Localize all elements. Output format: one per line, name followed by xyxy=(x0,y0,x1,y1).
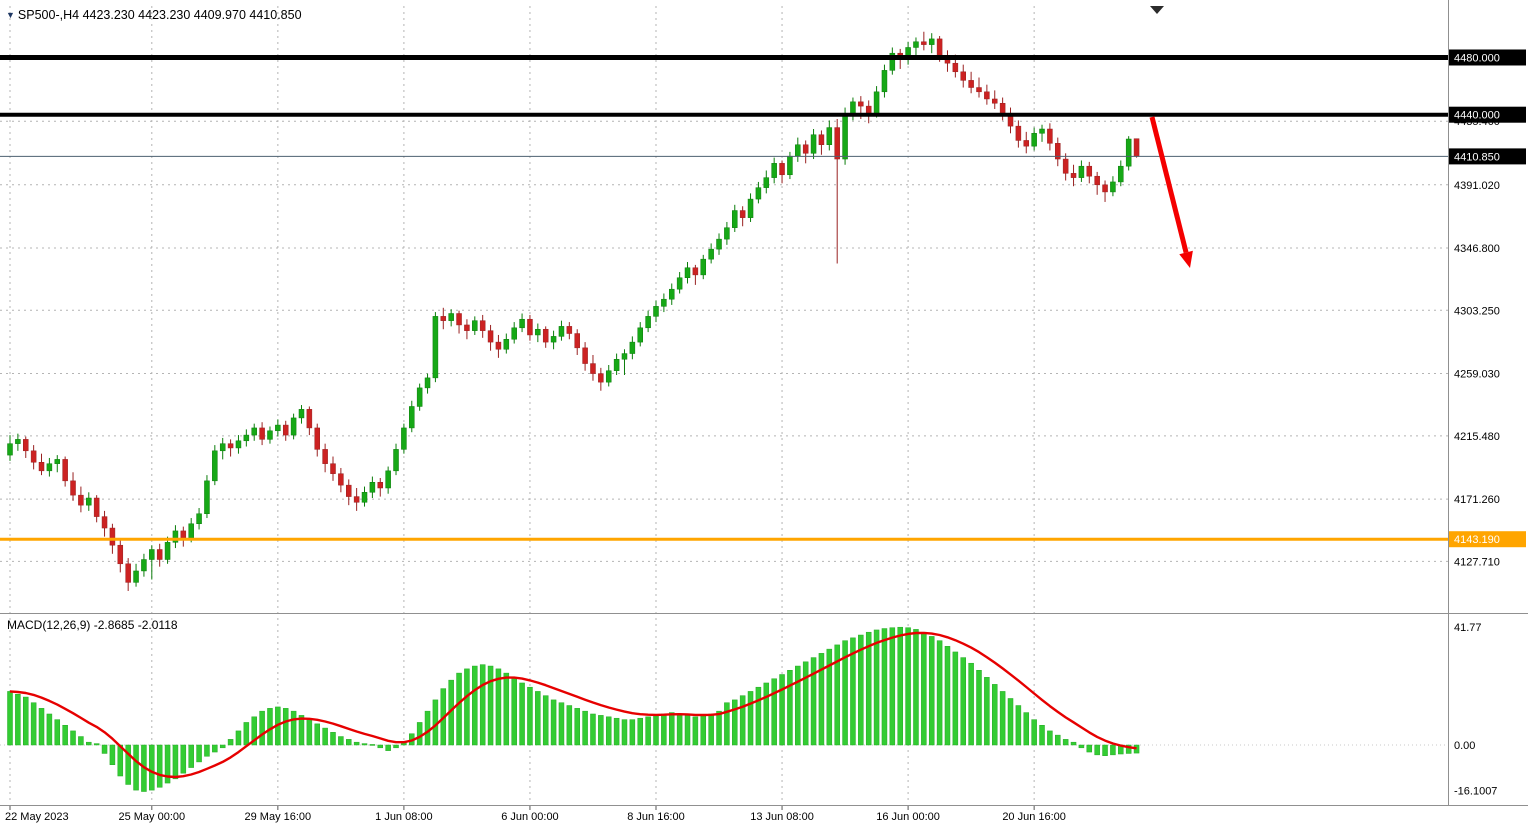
svg-text:13 Jun 08:00: 13 Jun 08:00 xyxy=(750,811,814,823)
svg-text:4127.710: 4127.710 xyxy=(1454,556,1500,568)
candles-layer xyxy=(7,31,1140,591)
price-scale-background[interactable] xyxy=(1448,0,1528,825)
horizontal-level-lines xyxy=(0,54,1448,541)
svg-text:4259.030: 4259.030 xyxy=(1454,369,1500,381)
macd-histogram xyxy=(7,626,1140,792)
svg-text:8 Jun 16:00: 8 Jun 16:00 xyxy=(627,811,685,823)
symbol-ohlc-header: ▼ SP500-,H4 4423.230 4423.230 4409.970 44… xyxy=(6,8,302,22)
down-arrow-annotation[interactable] xyxy=(1149,116,1193,268)
svg-text:4215.480: 4215.480 xyxy=(1454,431,1500,443)
svg-text:6 Jun 00:00: 6 Jun 00:00 xyxy=(501,811,559,823)
svg-text:4303.250: 4303.250 xyxy=(1454,305,1500,317)
symbol-timeframe: SP500-,H4 xyxy=(17,8,80,22)
macd-indicator-label: MACD(12,26,9) -2.8685 -2.0118 xyxy=(7,618,178,632)
svg-text:20 Jun 16:00: 20 Jun 16:00 xyxy=(1002,811,1066,823)
svg-text:29 May 16:00: 29 May 16:00 xyxy=(245,811,312,823)
macd-scale-labels: 41.77 0.00 -16.1007 xyxy=(1454,622,1497,797)
chart-shift-marker-icon[interactable] xyxy=(1150,6,1164,14)
svg-text:16 Jun 00:00: 16 Jun 00:00 xyxy=(876,811,940,823)
svg-text:25 May 00:00: 25 May 00:00 xyxy=(118,811,185,823)
svg-text:0.00: 0.00 xyxy=(1454,740,1475,752)
svg-text:4171.260: 4171.260 xyxy=(1454,494,1500,506)
svg-text:4410.850: 4410.850 xyxy=(1454,151,1500,163)
svg-text:1 Jun 08:00: 1 Jun 08:00 xyxy=(375,811,433,823)
svg-text:4346.800: 4346.800 xyxy=(1454,243,1500,255)
svg-text:22 May 2023: 22 May 2023 xyxy=(5,811,69,823)
svg-text:-16.1007: -16.1007 xyxy=(1454,785,1497,797)
svg-text:4391.020: 4391.020 xyxy=(1454,180,1500,192)
window-menu-icon[interactable]: ▼ xyxy=(6,10,15,20)
ohlc-values: 4423.230 4423.230 4409.970 4410.850 xyxy=(82,8,302,22)
price-scale-badges: 4480.000 4440.000 4410.850 4143.190 xyxy=(1449,49,1526,548)
horizontal-gridlines xyxy=(0,120,1448,562)
svg-text:4440.000: 4440.000 xyxy=(1454,110,1500,122)
svg-text:4143.190: 4143.190 xyxy=(1454,534,1500,546)
svg-text:4480.000: 4480.000 xyxy=(1454,52,1500,64)
macd-signal-line xyxy=(9,631,1137,779)
svg-text:41.77: 41.77 xyxy=(1454,622,1482,634)
time-axis-labels[interactable]: 22 May 2023 25 May 00:00 29 May 16:00 1 Jun… xyxy=(5,806,1066,823)
